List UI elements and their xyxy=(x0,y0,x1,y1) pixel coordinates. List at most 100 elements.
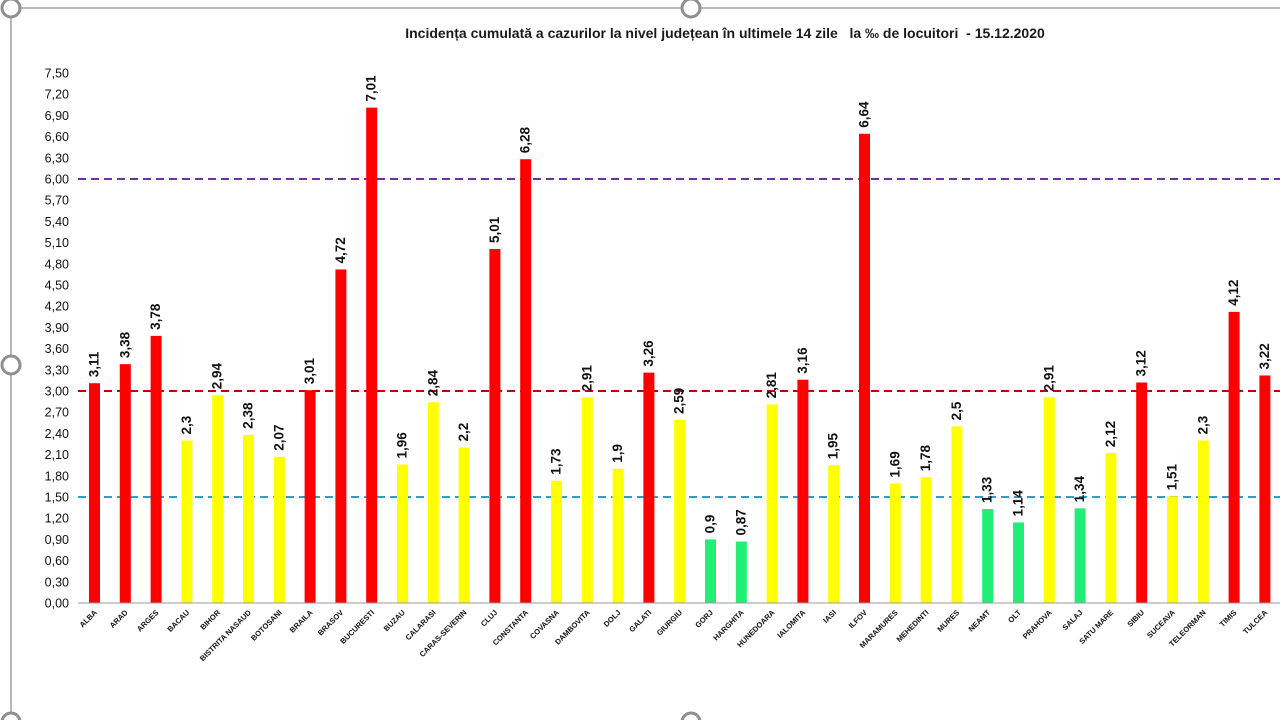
bar-hunedoara xyxy=(766,404,778,603)
data-label: 1,96 xyxy=(395,432,410,459)
resize-handle-top-left[interactable] xyxy=(0,0,22,19)
bar-bihor xyxy=(212,395,224,603)
bar-dambovita xyxy=(581,397,593,603)
data-label: 3,16 xyxy=(795,347,810,374)
data-label: 2,5 xyxy=(949,401,964,420)
data-label: 2,2 xyxy=(456,423,471,442)
bar-giurgiu xyxy=(674,419,686,603)
data-label: 1,78 xyxy=(918,444,933,471)
y-tick-label: 2,70 xyxy=(45,406,69,420)
y-tick-label: 5,40 xyxy=(45,215,69,229)
y-tick-label: 5,70 xyxy=(45,194,69,208)
data-label: 5,01 xyxy=(487,216,502,243)
bar-ilfov xyxy=(859,133,870,604)
bar-timis xyxy=(1228,311,1240,603)
bar-alba xyxy=(89,383,100,603)
x-category-label: DOLJ xyxy=(602,608,623,629)
y-tick-label: 3,30 xyxy=(45,363,69,377)
y-tick-label: 4,50 xyxy=(45,279,69,293)
y-tick-label: 3,60 xyxy=(45,342,69,356)
bar-galati xyxy=(643,372,655,603)
data-label: 6,64 xyxy=(857,101,872,128)
data-label: 2,91 xyxy=(1041,365,1056,392)
data-label: 0,87 xyxy=(733,509,748,535)
bar-botosani xyxy=(273,456,285,603)
y-tick-label: 7,50 xyxy=(45,67,69,81)
bar-sibiu xyxy=(1136,382,1148,603)
data-label: 2,38 xyxy=(241,402,256,429)
data-label: 2,94 xyxy=(210,362,225,389)
data-labels: 3,11 3,38 3,78 2,3 2,94 2,38 2,07 3,01 4,72 7,01 1… xyxy=(87,75,1272,536)
bar-prahova xyxy=(1043,397,1055,603)
x-category-label: BUZAU xyxy=(382,608,408,634)
x-category-label: SIBIU xyxy=(1125,608,1146,629)
x-category-label: NEAMT xyxy=(967,608,993,634)
y-tick-label: 0,60 xyxy=(45,554,69,568)
x-category-label: BACAU xyxy=(166,608,192,634)
resize-handle-left-middle[interactable] xyxy=(0,354,22,376)
resize-handle-top-middle[interactable] xyxy=(680,0,702,19)
bar-mures xyxy=(951,426,963,603)
y-tick-label: 2,10 xyxy=(45,448,69,462)
bar-brasov xyxy=(335,269,347,603)
y-tick-label: 1,80 xyxy=(45,469,69,483)
resize-handle-bottom-middle[interactable] xyxy=(680,711,702,720)
y-tick-label: 0,30 xyxy=(45,575,69,589)
bar-bacau xyxy=(181,440,193,603)
x-category-label: MURES xyxy=(936,608,962,634)
data-label: 7,01 xyxy=(364,75,379,102)
data-label: 1,33 xyxy=(980,476,995,503)
y-axis-ticks: 0,00 0,30 0,60 0,90 1,20 1,50 1,80 2,10 2,40 2,70… xyxy=(45,67,69,611)
data-label: 2,07 xyxy=(271,424,286,450)
y-tick-label: 4,20 xyxy=(45,300,69,314)
x-category-label: OLT xyxy=(1006,608,1023,625)
bar-calarasi xyxy=(427,402,439,603)
data-label: 0,9 xyxy=(703,515,718,534)
data-label: 1,9 xyxy=(610,444,625,463)
chart-title: Incidența cumulată a cazurilor la nivel … xyxy=(405,25,1045,41)
bars xyxy=(89,107,1271,604)
data-label: 6,28 xyxy=(518,126,533,153)
y-tick-label: 0,90 xyxy=(45,533,69,547)
bar-satu-mare xyxy=(1105,453,1117,603)
bar-dolj xyxy=(612,468,624,603)
data-label: 2,91 xyxy=(579,365,594,392)
y-tick-label: 6,60 xyxy=(45,130,69,144)
bar-buzau xyxy=(397,464,408,603)
bar-arad xyxy=(119,364,131,603)
resize-handle-bottom-left[interactable] xyxy=(0,711,22,720)
bar-olt xyxy=(1013,522,1024,603)
data-label: 3,01 xyxy=(302,358,317,385)
x-category-label: ARGES xyxy=(135,608,160,633)
x-category-label: SALAJ xyxy=(1061,608,1085,632)
y-tick-label: 3,90 xyxy=(45,321,69,335)
data-label: 1,73 xyxy=(549,448,564,475)
x-category-label: BRASOV xyxy=(316,607,346,637)
bar-arges xyxy=(150,335,162,603)
x-category-label: PRAHOVA xyxy=(1021,608,1054,641)
y-tick-label: 5,10 xyxy=(45,236,69,250)
bar-cluj xyxy=(489,248,501,603)
bar-gorj xyxy=(705,539,716,603)
data-label: 2,12 xyxy=(1103,421,1118,447)
y-tick-label: 0,00 xyxy=(45,597,69,611)
data-label: 4,12 xyxy=(1226,280,1241,306)
bar-covasna xyxy=(551,480,562,603)
x-category-label: BIHOR xyxy=(198,608,222,632)
bar-teleorman xyxy=(1197,440,1209,603)
y-tick-label: 2,40 xyxy=(45,427,69,441)
data-label: 2,3 xyxy=(1195,415,1210,434)
y-tick-label: 6,90 xyxy=(45,109,69,123)
y-tick-label: 6,00 xyxy=(45,173,69,187)
y-tick-label: 1,20 xyxy=(45,512,69,526)
bar-bistrita-nasaud xyxy=(243,434,254,603)
x-category-label: TIMIS xyxy=(1218,608,1239,629)
bar-bucuresti xyxy=(366,107,378,604)
x-category-label: MEHEDINTI xyxy=(895,608,931,644)
bar-braila xyxy=(304,390,316,603)
data-label: 2,3 xyxy=(179,415,194,434)
x-category-label: ARAD xyxy=(108,608,130,630)
data-label: 1,14 xyxy=(1011,490,1026,517)
data-label: 1,69 xyxy=(887,451,902,477)
